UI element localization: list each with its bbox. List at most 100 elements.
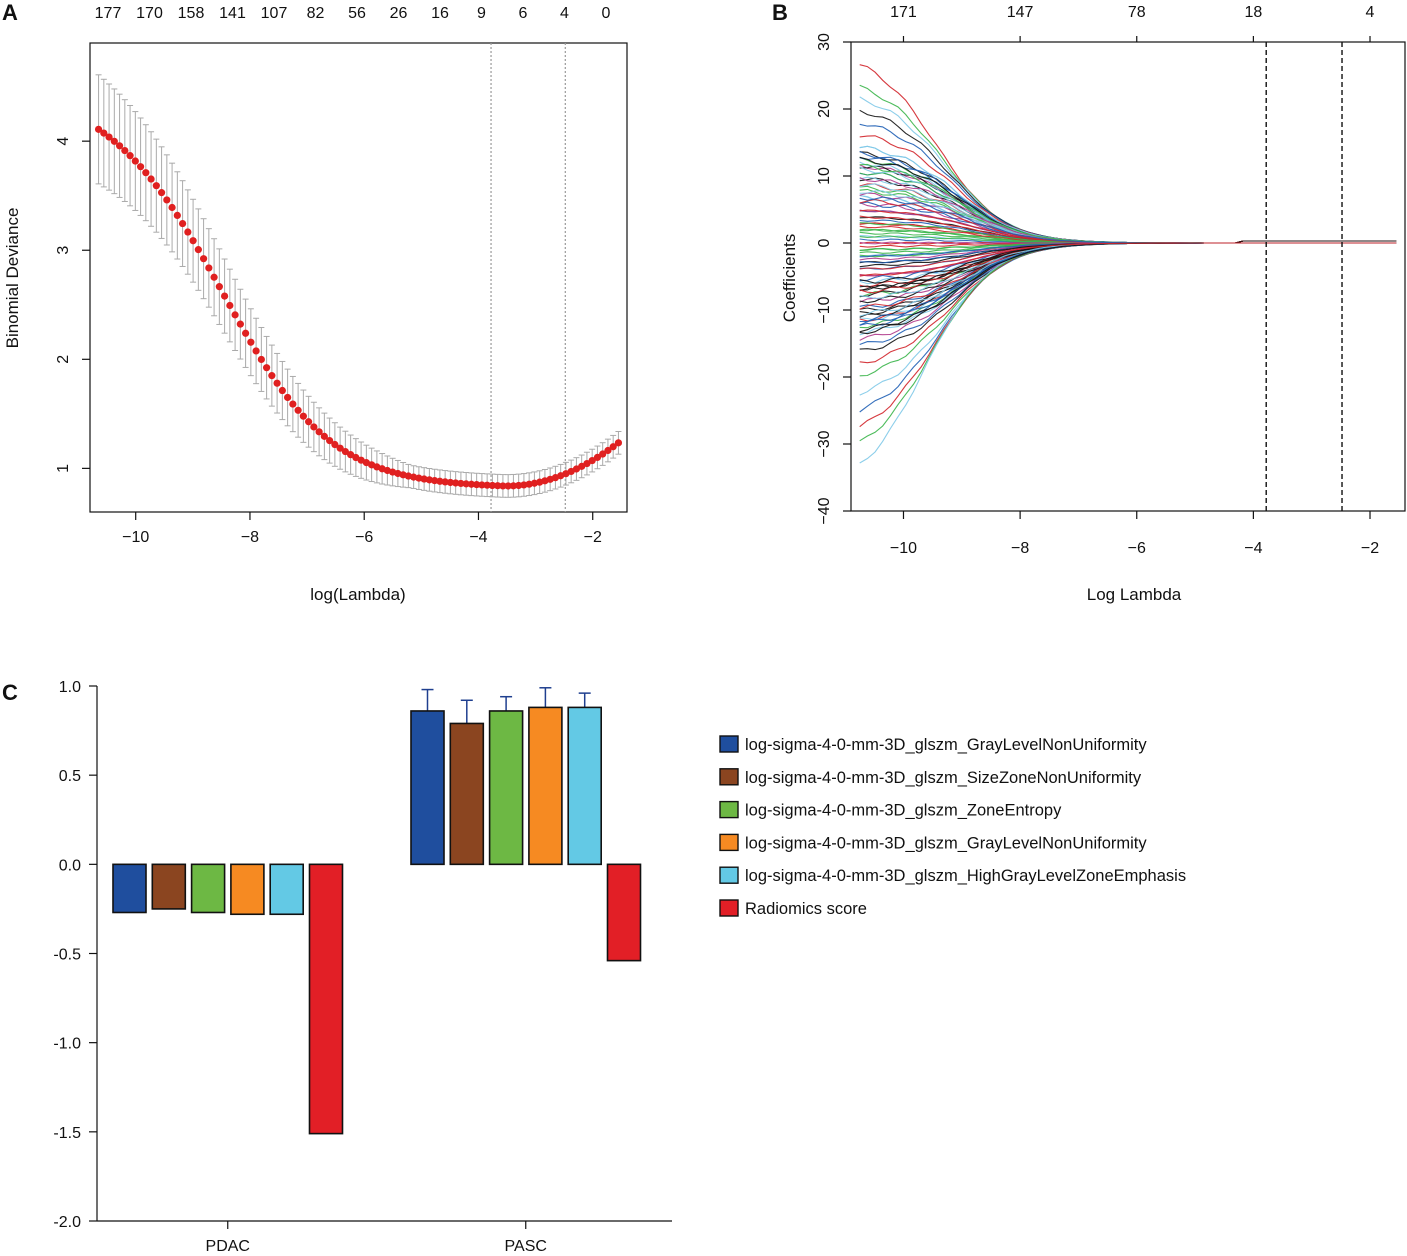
panel-b-coef-line bbox=[859, 242, 1397, 377]
panel-b-label: B bbox=[772, 0, 788, 25]
panel-c-bar bbox=[567, 706, 603, 866]
panel-c-legend-swatch bbox=[719, 800, 739, 819]
panel-c-legend-label: log-sigma-4-0-mm-3D_glszm_ZoneEntropy bbox=[745, 802, 1062, 820]
panel-a-point bbox=[299, 412, 307, 420]
panel-a-point bbox=[509, 482, 518, 490]
panel-b-y-tick-label: −20 bbox=[816, 363, 833, 390]
panel-a-point bbox=[189, 237, 197, 245]
panel-a-point bbox=[504, 482, 512, 490]
panel-a-point bbox=[152, 182, 160, 190]
panel-c-bar bbox=[606, 863, 642, 962]
panel-a-point bbox=[436, 477, 444, 485]
panel-a-point bbox=[305, 418, 313, 426]
panel-c-y-tick-label: -2.0 bbox=[53, 1214, 81, 1231]
panel-a-point bbox=[247, 338, 255, 346]
panel-a-point bbox=[294, 406, 302, 414]
panel-c-bar bbox=[528, 706, 563, 866]
panel-a-point bbox=[184, 228, 192, 236]
panel-a-top-axis-label: 4 bbox=[560, 5, 569, 22]
panel-c-y-tick-label: -1.0 bbox=[53, 1036, 81, 1053]
panel-b-coef-line bbox=[859, 123, 1397, 244]
panel-b-coef-line bbox=[859, 183, 1397, 244]
panel-b-y-tick-label: −40 bbox=[816, 497, 833, 524]
panel-a-point bbox=[242, 329, 250, 337]
panel-a-x-axis-label: log(Lambda) bbox=[310, 585, 405, 604]
panel-a-top-axis-label: 170 bbox=[136, 5, 163, 22]
panel-a-point bbox=[273, 379, 281, 387]
panel-c-category-label: PASC bbox=[505, 1238, 547, 1255]
panel-b-top-axis-label: 4 bbox=[1366, 4, 1375, 21]
panel-b-y-tick-label: 30 bbox=[816, 33, 833, 51]
panel-c-legend-swatch bbox=[719, 833, 739, 852]
panel-a-top-axis-label: 9 bbox=[477, 5, 486, 22]
panel-a-point bbox=[126, 152, 134, 160]
panel-a-point bbox=[236, 320, 244, 328]
panel-b-coef-line bbox=[859, 150, 1397, 244]
panel-a-top-axis-label: 56 bbox=[348, 5, 366, 22]
panel-c-legend-swatch bbox=[719, 866, 739, 884]
panel-a-point bbox=[462, 480, 470, 488]
panel-c-y-tick-label: 0.5 bbox=[59, 768, 81, 785]
panel-c-bar bbox=[190, 863, 226, 914]
panel-a-point bbox=[205, 264, 213, 272]
panel-b-coef-line bbox=[859, 242, 1397, 277]
panel-a-point bbox=[478, 481, 486, 489]
panel-a-point bbox=[100, 129, 108, 137]
panel-a-point bbox=[263, 364, 271, 372]
panel-b: B −10 −8 −6 −4 −2 −40 −30 −20 −10 0 10 20 30 171 147… bbox=[772, 0, 1406, 604]
panel-b-top-axis-label: 147 bbox=[1007, 4, 1034, 21]
panel-b-top-axis-label: 78 bbox=[1128, 4, 1146, 21]
panel-b-top-axis-label: 171 bbox=[890, 4, 917, 21]
panel-c-legend-label: log-sigma-4-0-mm-3D_glszm_GrayLevelNonUn… bbox=[745, 736, 1147, 754]
panel-a-point bbox=[231, 311, 239, 319]
panel-b-x-axis-label: Log Lambda bbox=[1087, 585, 1182, 604]
panel-b-coef-line bbox=[859, 235, 1397, 244]
panel-a-point bbox=[194, 246, 202, 254]
panel-a-x-tick-label: −4 bbox=[469, 529, 487, 546]
panel-c-legend-label: Radiomics score bbox=[745, 900, 867, 918]
panel-b-coef-line bbox=[859, 242, 1397, 413]
panel-a-point bbox=[520, 481, 528, 489]
panel-a-top-axis-label: 177 bbox=[95, 5, 122, 22]
panel-b-coef-line bbox=[859, 242, 1397, 270]
panel-a-point bbox=[178, 219, 187, 228]
panel-a-point bbox=[331, 440, 339, 449]
panel-a-point bbox=[115, 142, 124, 150]
panel-a-y-axis-label: Binomial Deviance bbox=[3, 208, 22, 349]
panel-a-point bbox=[142, 169, 150, 177]
panel-a-point bbox=[168, 203, 176, 212]
panel-a-point bbox=[315, 428, 323, 436]
panel-a-point bbox=[320, 432, 328, 440]
panel-a-top-axis-label: 158 bbox=[178, 5, 205, 22]
panel-a-point bbox=[173, 211, 181, 220]
panel-a-point bbox=[220, 292, 229, 300]
panel-b-x-tick-label: −6 bbox=[1128, 540, 1146, 557]
panel-c-bar bbox=[488, 710, 524, 866]
panel-c-y-tick-label: 1.0 bbox=[59, 679, 81, 696]
panel-c-y-tick-label: 0.0 bbox=[59, 857, 81, 874]
panel-a-x-tick-label: −10 bbox=[122, 529, 149, 546]
panel-c-y-tick-label: -0.5 bbox=[53, 947, 81, 964]
panel-c-category-label: PDAC bbox=[206, 1238, 250, 1255]
panel-c-legend-label: log-sigma-4-0-mm-3D_glszm_GrayLevelNonUn… bbox=[745, 834, 1147, 852]
panel-c-legend-swatch bbox=[719, 735, 739, 753]
panel-a-point bbox=[588, 456, 596, 465]
panel-c-legend-label: log-sigma-4-0-mm-3D_glszm_HighGrayLevelZ… bbox=[745, 867, 1186, 885]
panel-a-point bbox=[268, 372, 276, 380]
panel-a-y-tick-label: 3 bbox=[55, 246, 72, 255]
panel-a-top-axis-label: 107 bbox=[261, 5, 288, 22]
panel-a-point bbox=[215, 283, 223, 291]
panel-a-top-axis-label: 141 bbox=[219, 5, 246, 22]
panel-a-point bbox=[425, 476, 433, 484]
panel-b-coef-line bbox=[859, 183, 1397, 244]
panel-a-x-tick-label: −2 bbox=[584, 529, 602, 546]
panel-a-point bbox=[488, 481, 497, 490]
panel-a-point bbox=[226, 301, 234, 310]
panel-a-point bbox=[347, 451, 355, 459]
panel-a-label: A bbox=[2, 0, 18, 25]
panel-a-top-axis-label: 16 bbox=[431, 5, 449, 22]
panel-a-point bbox=[326, 436, 334, 445]
panel-a-point bbox=[515, 481, 523, 490]
panel-a-point bbox=[457, 479, 465, 488]
